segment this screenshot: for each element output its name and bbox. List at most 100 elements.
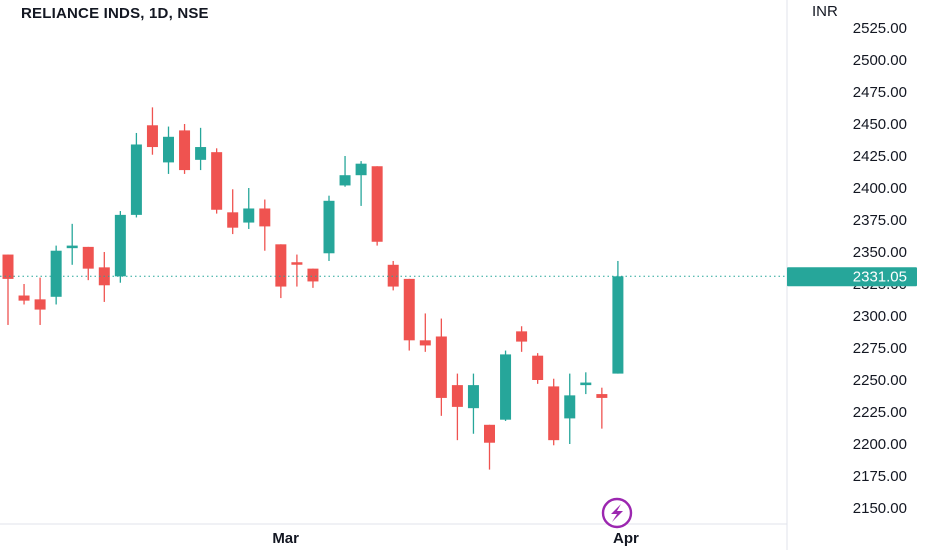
- candle[interactable]: [82, 246, 94, 281]
- candle[interactable]: [564, 373, 576, 444]
- lightning-icon[interactable]: [601, 497, 633, 529]
- candle[interactable]: [548, 378, 560, 446]
- last-price-value: 2331.05: [853, 268, 907, 285]
- candle-body: [339, 175, 351, 186]
- candle[interactable]: [275, 244, 287, 299]
- candle[interactable]: [387, 260, 399, 291]
- candle[interactable]: [227, 189, 239, 235]
- candle-body: [387, 264, 399, 287]
- candle-body: [227, 212, 239, 228]
- candle[interactable]: [467, 373, 479, 434]
- chart-title: RELIANCE INDS, 1D, NSE: [21, 5, 209, 22]
- candle-body: [435, 336, 447, 398]
- candle-body: [467, 385, 479, 409]
- candle-body: [419, 340, 431, 346]
- y-tick-label: 2250.00: [853, 372, 907, 389]
- y-tick-label: 2300.00: [853, 308, 907, 325]
- candle-body: [612, 276, 624, 374]
- candle[interactable]: [146, 107, 158, 155]
- candle[interactable]: [516, 326, 528, 352]
- y-tick-label: 2175.00: [853, 468, 907, 485]
- y-tick-label: 2400.00: [853, 180, 907, 197]
- candle-body: [291, 262, 303, 265]
- price-axis[interactable]: 2525.00 2500.00 2475.00 2450.00 2425.00 2400.…: [853, 20, 907, 517]
- candle[interactable]: [66, 223, 78, 265]
- plot-area[interactable]: [2, 107, 624, 470]
- candle[interactable]: [355, 161, 367, 206]
- candle-body: [50, 250, 62, 297]
- candle[interactable]: [98, 252, 110, 302]
- candle[interactable]: [596, 387, 608, 429]
- y-tick-label: 2450.00: [853, 116, 907, 133]
- candle-body: [259, 208, 271, 227]
- candle-body: [66, 245, 78, 249]
- candle[interactable]: [50, 245, 62, 305]
- candle-body: [130, 144, 142, 215]
- y-tick-label: 2225.00: [853, 404, 907, 421]
- candle[interactable]: [419, 313, 431, 352]
- candle-body: [580, 382, 592, 386]
- candle[interactable]: [484, 424, 495, 470]
- candle[interactable]: [339, 156, 351, 187]
- candle[interactable]: [580, 372, 592, 395]
- candle-body: [2, 254, 14, 279]
- candle-body: [451, 385, 463, 407]
- candle-body: [34, 299, 46, 310]
- candle[interactable]: [371, 166, 383, 246]
- y-tick-label: 2275.00: [853, 340, 907, 357]
- candle-body: [355, 163, 367, 176]
- y-tick-label: 2350.00: [853, 244, 907, 261]
- candle[interactable]: [259, 199, 271, 251]
- candle[interactable]: [195, 127, 207, 171]
- candle[interactable]: [451, 373, 463, 441]
- candle[interactable]: [130, 132, 142, 218]
- candle-body: [403, 278, 415, 341]
- candle[interactable]: [34, 277, 46, 325]
- y-tick-label: 2500.00: [853, 52, 907, 69]
- y-tick-label: 2425.00: [853, 148, 907, 165]
- candle-body: [564, 395, 576, 419]
- candle-body: [82, 246, 94, 269]
- candle[interactable]: [18, 284, 30, 305]
- candle-body: [516, 331, 528, 342]
- candle-body: [371, 166, 383, 242]
- candle-body: [484, 424, 495, 443]
- candle-body: [548, 386, 560, 441]
- candle-body: [275, 244, 287, 287]
- candle-body: [243, 208, 255, 223]
- candle[interactable]: [323, 195, 335, 261]
- candle-body: [163, 136, 174, 163]
- candle[interactable]: [2, 254, 14, 325]
- candle-body: [323, 200, 335, 254]
- candle[interactable]: [243, 188, 255, 229]
- candle[interactable]: [179, 124, 191, 174]
- y-tick-label: 2200.00: [853, 436, 907, 453]
- candle[interactable]: [211, 148, 223, 214]
- candle-body: [532, 355, 544, 380]
- y-tick-label: 2150.00: [853, 500, 907, 517]
- x-tick-label: Apr: [613, 530, 639, 547]
- candle-body: [114, 214, 126, 277]
- x-tick-label: Mar: [272, 530, 299, 547]
- candle[interactable]: [307, 268, 319, 288]
- candle[interactable]: [291, 254, 303, 287]
- y-tick-label: 2525.00: [853, 20, 907, 37]
- candle-body: [211, 152, 223, 210]
- currency-label: INR: [812, 3, 838, 20]
- time-axis[interactable]: Mar Apr: [272, 530, 639, 547]
- candle[interactable]: [500, 350, 512, 421]
- candle-body: [500, 354, 512, 420]
- candle[interactable]: [435, 318, 447, 416]
- candle[interactable]: [532, 353, 544, 384]
- candle[interactable]: [612, 260, 624, 374]
- candle[interactable]: [114, 211, 126, 283]
- last-price-tag: [787, 267, 917, 287]
- candle[interactable]: [163, 126, 174, 174]
- candle-body: [179, 130, 191, 171]
- candle[interactable]: [403, 278, 415, 351]
- candle-body: [195, 147, 207, 160]
- candle-body: [146, 125, 158, 148]
- candle-body: [596, 394, 608, 398]
- candle-body: [18, 295, 30, 301]
